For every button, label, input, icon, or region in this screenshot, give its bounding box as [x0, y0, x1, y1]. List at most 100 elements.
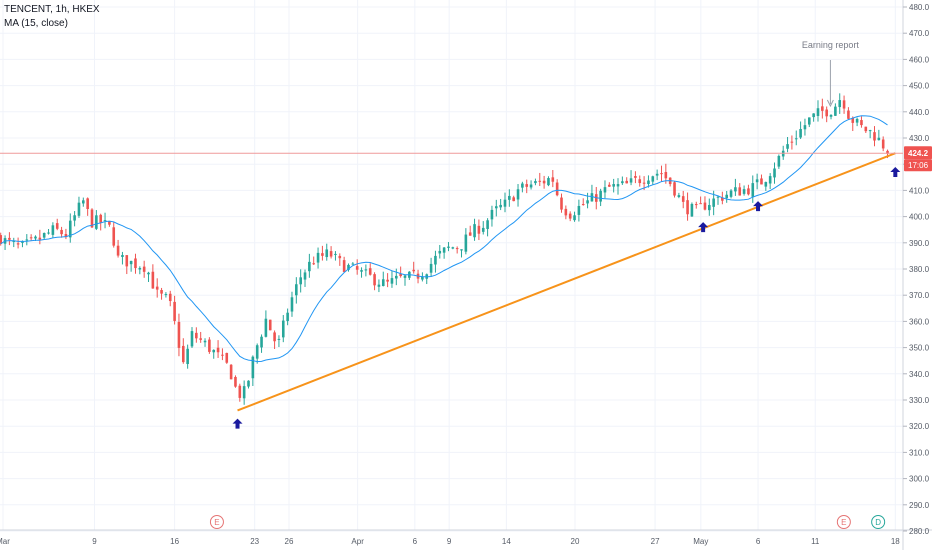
- candle[interactable]: [177, 321, 181, 348]
- candle[interactable]: [329, 251, 333, 257]
- candle[interactable]: [238, 385, 242, 398]
- candle[interactable]: [477, 225, 481, 234]
- candle[interactable]: [881, 139, 885, 149]
- candle[interactable]: [399, 273, 402, 277]
- candle[interactable]: [16, 243, 20, 245]
- indicator-label[interactable]: MA (15, close): [4, 18, 68, 29]
- candle[interactable]: [95, 215, 98, 229]
- candle[interactable]: [129, 260, 133, 265]
- candle[interactable]: [268, 319, 272, 331]
- candle[interactable]: [82, 200, 85, 204]
- candle[interactable]: [499, 204, 502, 208]
- candle[interactable]: [677, 195, 681, 197]
- candle[interactable]: [664, 171, 668, 179]
- candle[interactable]: [281, 320, 285, 338]
- candle[interactable]: [8, 237, 11, 240]
- candle[interactable]: [21, 241, 24, 243]
- candle[interactable]: [116, 245, 120, 256]
- candle[interactable]: [64, 234, 68, 238]
- candle[interactable]: [99, 214, 102, 223]
- candle[interactable]: [108, 221, 111, 225]
- candle[interactable]: [381, 279, 385, 286]
- ma-line[interactable]: [0, 115, 888, 363]
- candle[interactable]: [747, 188, 750, 195]
- candle[interactable]: [790, 141, 794, 143]
- candle[interactable]: [655, 173, 659, 176]
- candle[interactable]: [181, 345, 185, 363]
- candle[interactable]: [712, 198, 715, 207]
- candle[interactable]: [429, 263, 433, 273]
- candle[interactable]: [877, 137, 881, 141]
- candle[interactable]: [386, 279, 389, 282]
- candle[interactable]: [673, 182, 676, 196]
- candle[interactable]: [838, 100, 842, 108]
- candle[interactable]: [242, 386, 246, 399]
- candle[interactable]: [321, 253, 324, 256]
- candle[interactable]: [703, 202, 707, 210]
- candle[interactable]: [490, 209, 494, 220]
- candle[interactable]: [699, 203, 702, 205]
- candle[interactable]: [807, 117, 811, 125]
- candle[interactable]: [868, 130, 872, 132]
- candle[interactable]: [25, 239, 29, 241]
- candle[interactable]: [742, 189, 746, 194]
- candle[interactable]: [434, 255, 437, 265]
- candle[interactable]: [473, 224, 476, 238]
- candle[interactable]: [603, 187, 607, 193]
- candle[interactable]: [777, 155, 781, 167]
- candle[interactable]: [342, 260, 346, 272]
- candle[interactable]: [103, 220, 107, 222]
- candle[interactable]: [134, 258, 137, 269]
- candle[interactable]: [542, 180, 546, 184]
- candle[interactable]: [516, 189, 520, 200]
- candle[interactable]: [686, 200, 689, 215]
- symbol-title[interactable]: TENCENT, 1h, HKEX: [4, 4, 100, 15]
- candle[interactable]: [608, 184, 611, 187]
- candle[interactable]: [616, 184, 620, 187]
- candle[interactable]: [155, 286, 159, 290]
- candle[interactable]: [34, 236, 37, 239]
- candle[interactable]: [395, 275, 398, 279]
- candle[interactable]: [421, 276, 424, 280]
- candle[interactable]: [590, 193, 594, 202]
- event-marker[interactable]: [871, 515, 886, 529]
- candle[interactable]: [68, 220, 72, 238]
- candle[interactable]: [821, 106, 824, 111]
- candle[interactable]: [503, 199, 507, 207]
- candle[interactable]: [768, 176, 772, 184]
- candle[interactable]: [299, 277, 302, 285]
- candle[interactable]: [481, 227, 485, 232]
- candle[interactable]: [138, 268, 142, 270]
- candle[interactable]: [764, 182, 768, 187]
- candle[interactable]: [538, 180, 542, 182]
- candle[interactable]: [577, 205, 581, 215]
- candle[interactable]: [855, 118, 859, 123]
- candle[interactable]: [551, 177, 555, 182]
- trendline[interactable]: [237, 152, 896, 412]
- candle[interactable]: [77, 202, 81, 216]
- candle[interactable]: [325, 249, 329, 258]
- candle[interactable]: [190, 331, 194, 347]
- candle[interactable]: [729, 190, 733, 197]
- candle[interactable]: [160, 290, 163, 294]
- candle[interactable]: [721, 197, 724, 201]
- candle[interactable]: [568, 213, 572, 219]
- candle[interactable]: [447, 246, 450, 248]
- candle[interactable]: [873, 132, 876, 141]
- candle[interactable]: [442, 247, 446, 253]
- candle[interactable]: [360, 270, 363, 272]
- candle[interactable]: [738, 187, 742, 196]
- candle[interactable]: [277, 338, 281, 340]
- candle[interactable]: [273, 332, 276, 342]
- candle[interactable]: [621, 181, 624, 184]
- candle[interactable]: [390, 278, 394, 284]
- candle[interactable]: [560, 197, 563, 210]
- candle[interactable]: [403, 275, 407, 278]
- candle[interactable]: [860, 120, 863, 126]
- candle[interactable]: [512, 197, 515, 202]
- candle[interactable]: [612, 184, 615, 187]
- candle[interactable]: [355, 266, 359, 270]
- candle[interactable]: [638, 179, 642, 184]
